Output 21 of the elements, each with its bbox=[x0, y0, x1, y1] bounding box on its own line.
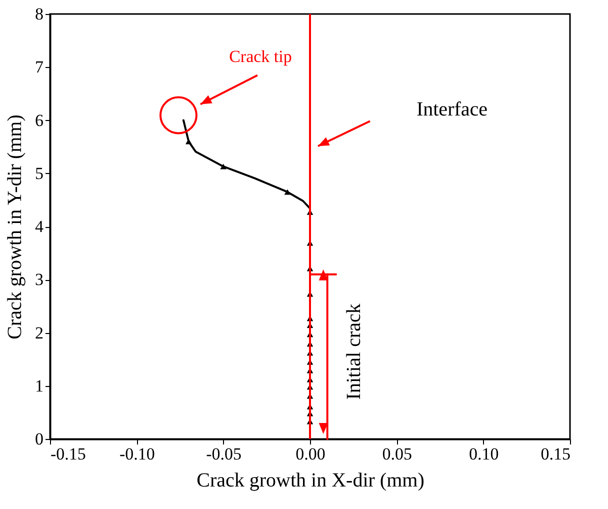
y-tick-label: 5 bbox=[35, 164, 44, 183]
y-tick-label: 3 bbox=[35, 270, 44, 290]
x-tick-label: 0.10 bbox=[468, 444, 499, 464]
y-tick-label: 1 bbox=[35, 376, 44, 396]
x-tick-label: 0.00 bbox=[296, 444, 326, 464]
x-tick-label: -0.15 bbox=[50, 444, 86, 464]
annotation: Initial crack bbox=[342, 304, 365, 400]
x-axis-title: Crack growth in X-dir (mm) bbox=[196, 470, 424, 492]
annotation: Crack tip bbox=[229, 47, 292, 66]
y-axis-title: Crack growth in Y-dir (mm) bbox=[4, 114, 26, 340]
x-tick-label: 0.05 bbox=[382, 444, 412, 464]
y-tick-label: 6 bbox=[35, 110, 44, 130]
y-tick-label: 0 bbox=[35, 430, 44, 448]
x-tick-label: -0.05 bbox=[206, 444, 242, 464]
annotation: Interface bbox=[416, 98, 488, 121]
y-tick-label: 4 bbox=[35, 217, 44, 236]
x-tick-label: -0.10 bbox=[119, 444, 155, 464]
x-tick-label: 0.15 bbox=[540, 444, 570, 464]
y-tick-label: 2 bbox=[35, 323, 44, 342]
y-tick-label: 7 bbox=[35, 58, 44, 77]
y-tick-label: 8 bbox=[35, 4, 44, 24]
